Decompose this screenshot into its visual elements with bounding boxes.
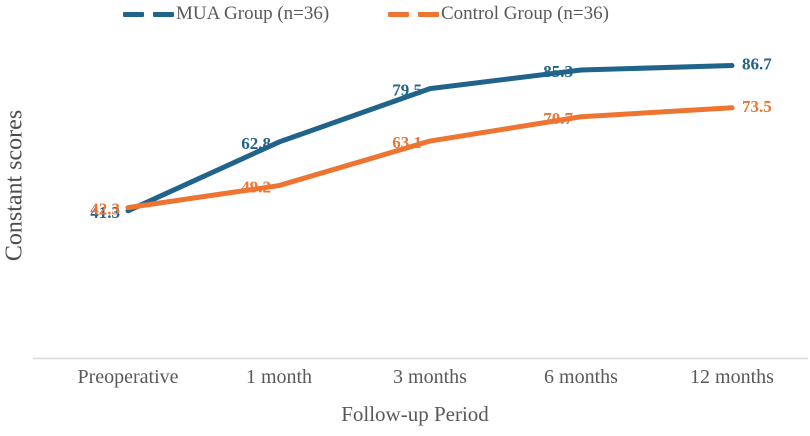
mua-series-line <box>125 63 735 214</box>
mua-data-label: 79.5 <box>392 81 422 100</box>
control-data-label: 42.3 <box>90 200 120 219</box>
mua-data-label: 85.3 <box>543 62 573 81</box>
y-axis-title: Constant scores <box>1 109 28 262</box>
mua-line-dash-icon <box>123 11 144 17</box>
legend-label-control: Control Group (n=36) <box>441 3 609 24</box>
mua-data-label: 41.3 <box>90 203 120 222</box>
control-line-dash-icon <box>388 11 409 17</box>
mua-data-label: 86.7 <box>742 55 772 74</box>
x-tick-preoperative: Preoperative <box>77 366 179 388</box>
control-data-label: 70.7 <box>543 109 573 128</box>
mua-line-dash-icon <box>153 11 174 17</box>
legend-item-mua: MUA Group (n=36) <box>123 1 329 27</box>
mua-data-label: 62.8 <box>241 134 271 153</box>
legend-item-control: Control Group (n=36) <box>388 1 609 27</box>
x-tick-3-months: 3 months <box>393 366 467 388</box>
control-data-label: 63.1 <box>392 133 422 152</box>
x-tick-1-month: 1 month <box>245 366 313 388</box>
x-tick-12-months: 12 months <box>690 366 774 388</box>
control-line-dash-icon <box>418 11 439 17</box>
legend-label-mua: MUA Group (n=36) <box>176 3 330 24</box>
control-data-label: 49.2 <box>241 178 271 197</box>
control-data-label: 73.5 <box>742 97 772 116</box>
control-series-line <box>125 105 735 211</box>
x-axis-title: Follow-up Period <box>341 402 489 426</box>
x-tick-6-months: 6 months <box>544 366 618 388</box>
